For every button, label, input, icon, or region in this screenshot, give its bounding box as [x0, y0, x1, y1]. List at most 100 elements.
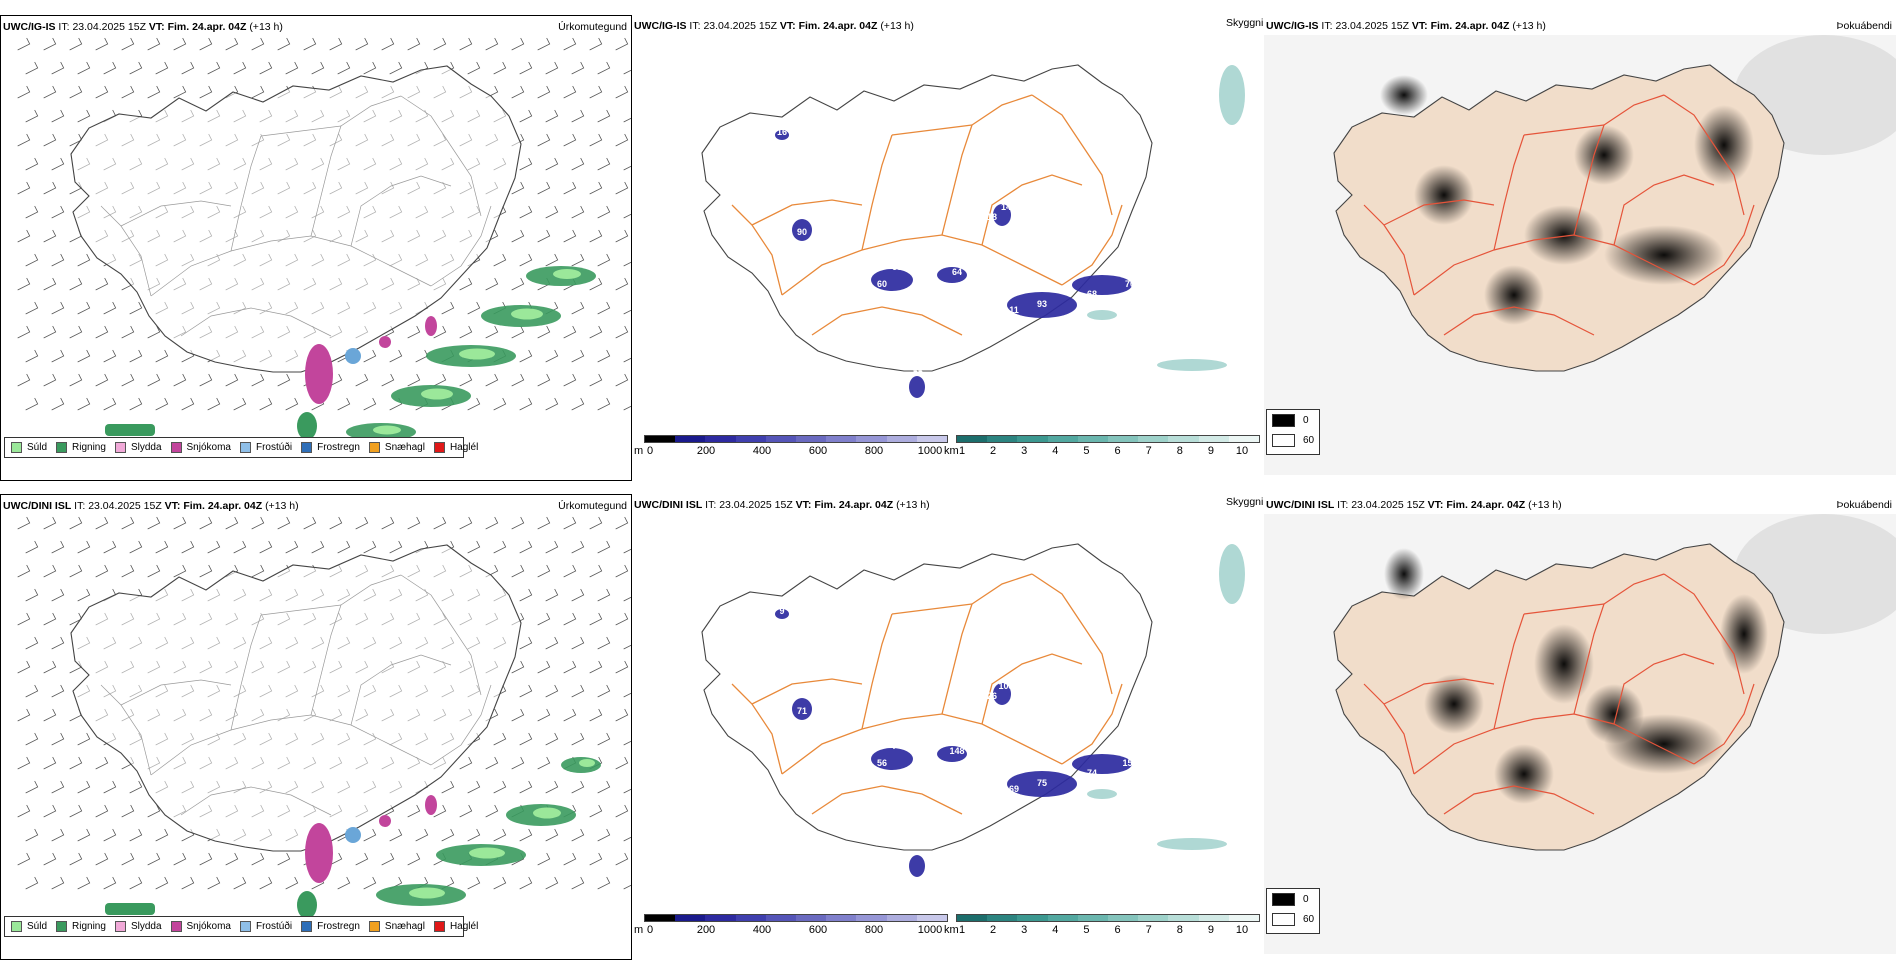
iceland-coastline: [701, 64, 1153, 372]
fog-legend-label-60: 60: [1303, 435, 1315, 446]
colorbar-segment: [1017, 915, 1048, 921]
precip-legend-swatch: [433, 921, 445, 932]
colorbar-tick-label: 6: [1114, 924, 1121, 936]
colorbar-segment: [796, 436, 827, 442]
precip-map: [17, 37, 631, 441]
vis-km-unit: km: [944, 924, 959, 936]
visibility-value-label: 101: [1044, 257, 1059, 267]
colorbar-segment: [886, 436, 917, 442]
fog-legend-swatch-60: [1272, 434, 1295, 447]
vis-km-colorbar: [956, 914, 1260, 922]
colorbar-segment: [987, 915, 1018, 921]
colorbar-tick-label: 5: [1083, 445, 1090, 457]
precip-legend-label: Snæhagl: [384, 442, 425, 453]
vis-m-unit: m: [634, 445, 644, 457]
visibility-value-label: 14: [1001, 202, 1011, 212]
colorbar-tick-label: 0: [646, 445, 654, 457]
colorbar-segment: [856, 915, 887, 921]
precip-legend-label: Rigning: [72, 921, 106, 932]
colorbar-segment: [1047, 915, 1078, 921]
visibility-value-label: 83: [1057, 806, 1067, 816]
visibility-value-label: 66: [1057, 327, 1067, 337]
visibility-value-label: 68: [892, 262, 902, 272]
road-network: [1363, 94, 1755, 336]
colorbar-segment: [957, 436, 988, 442]
colorbar-segment: [1198, 436, 1229, 442]
fog-legend-swatch-0: [1272, 893, 1295, 906]
visibility-value-label: 9: [779, 606, 784, 616]
colorbar-tick-label: 6: [1114, 445, 1121, 457]
precip-legend-label: Frostregn: [317, 442, 360, 453]
precip-legend-label: Slydda: [130, 921, 162, 932]
visibility-value-label: 103: [1114, 265, 1129, 275]
precip-legend-swatch: [301, 442, 313, 453]
fog-legend-label-60: 60: [1303, 914, 1315, 925]
visibility-value-label: 68: [1087, 289, 1097, 299]
precip-legend-item: Frostúði: [239, 921, 292, 932]
colorbar-segment: [765, 436, 797, 442]
precip-legend-item: Slydda: [114, 442, 162, 453]
precip-legend-label: Rigning: [72, 442, 106, 453]
colorbar-segment: [1108, 915, 1139, 921]
colorbar-segment: [1138, 436, 1169, 442]
precip-legend-item: Frostregn: [301, 921, 360, 932]
visibility-value-label: 26: [987, 691, 997, 701]
colorbar-segment: [916, 436, 948, 442]
colorbar-segment: [705, 915, 736, 921]
iceland-coastline: [70, 65, 522, 373]
visibility-value-label: 70: [1125, 279, 1135, 289]
visibility-value-label: 148: [949, 746, 964, 756]
colorbar-segment: [735, 915, 766, 921]
colorbar-tick-label: 400: [752, 924, 772, 936]
road-network: [731, 573, 1123, 815]
precip-legend-item: Frostúði: [239, 442, 292, 453]
colorbar-tick-label: 200: [696, 445, 716, 457]
colorbar-segment: [1108, 436, 1139, 442]
colorbar-segment: [957, 915, 988, 921]
colorbar-segment: [1228, 436, 1260, 442]
precip-legend-swatch: [239, 921, 251, 932]
panel-header: UWC/IG-IS IT: 23.04.2025 15Z VT: Fim. 24…: [3, 21, 283, 33]
low-visibility-areas: [775, 544, 1245, 877]
visibility-value-label: 69: [1009, 784, 1019, 794]
colorbar-tick-label: 9: [1207, 924, 1214, 936]
visibility-value-label: 77: [1097, 302, 1107, 312]
vis-m-unit: m: [634, 924, 644, 936]
precip-legend-swatch: [433, 442, 445, 453]
colorbar-tick-label: 1000: [917, 924, 943, 936]
colorbar-segment: [1077, 915, 1109, 921]
precip-map: [17, 516, 631, 933]
visibility-value-label: 34: [917, 397, 927, 407]
colorbar-segment: [675, 436, 706, 442]
visibility-panel-bottom: UWC/DINI ISL IT: 23.04.2025 15Z VT: Fim.…: [632, 494, 1264, 960]
colorbar-tick-label: 600: [808, 445, 828, 457]
panel-title: Þokuábendi: [1836, 20, 1892, 32]
precip-legend-swatch: [301, 921, 313, 932]
fog-indicator-panel-top: UWC/IG-IS IT: 23.04.2025 15Z VT: Fim. 24…: [1264, 15, 1896, 481]
precip-legend-label: Súld: [27, 442, 48, 453]
visibility-value-label: 18: [987, 212, 997, 222]
colorbar-tick-label: 1: [958, 445, 966, 457]
colorbar-segment: [826, 915, 857, 921]
colorbar-tick-label: 10: [1235, 445, 1249, 457]
precip-legend-swatch: [114, 921, 126, 932]
colorbar-segment: [1138, 915, 1169, 921]
colorbar-tick-label: 8: [1176, 924, 1183, 936]
precip-legend-item: Snjókoma: [170, 442, 231, 453]
precip-legend-label: Haglél: [449, 921, 479, 932]
colorbar-tick-label: 400: [752, 445, 772, 457]
panel-title: Skyggni: [1226, 17, 1264, 29]
vis-m-colorbar: [644, 914, 948, 922]
precip-legend-swatch: [170, 442, 182, 453]
colorbar-tick-label: 800: [864, 445, 884, 457]
precip-legend-item: Snæhagl: [368, 921, 425, 932]
colorbar-segment: [1198, 915, 1229, 921]
visibility-value-label: 76: [1072, 349, 1082, 359]
precip-legend-swatch: [114, 442, 126, 453]
precip-type-panel-top: UWC/IG-IS IT: 23.04.2025 15Z VT: Fim. 24…: [0, 15, 632, 481]
colorbar-segment: [1047, 436, 1078, 442]
visibility-value-label: 103: [998, 681, 1013, 691]
precip-legend-swatch: [56, 921, 68, 932]
panel-header: UWC/IG-IS IT: 23.04.2025 15Z VT: Fim. 24…: [1266, 20, 1546, 32]
